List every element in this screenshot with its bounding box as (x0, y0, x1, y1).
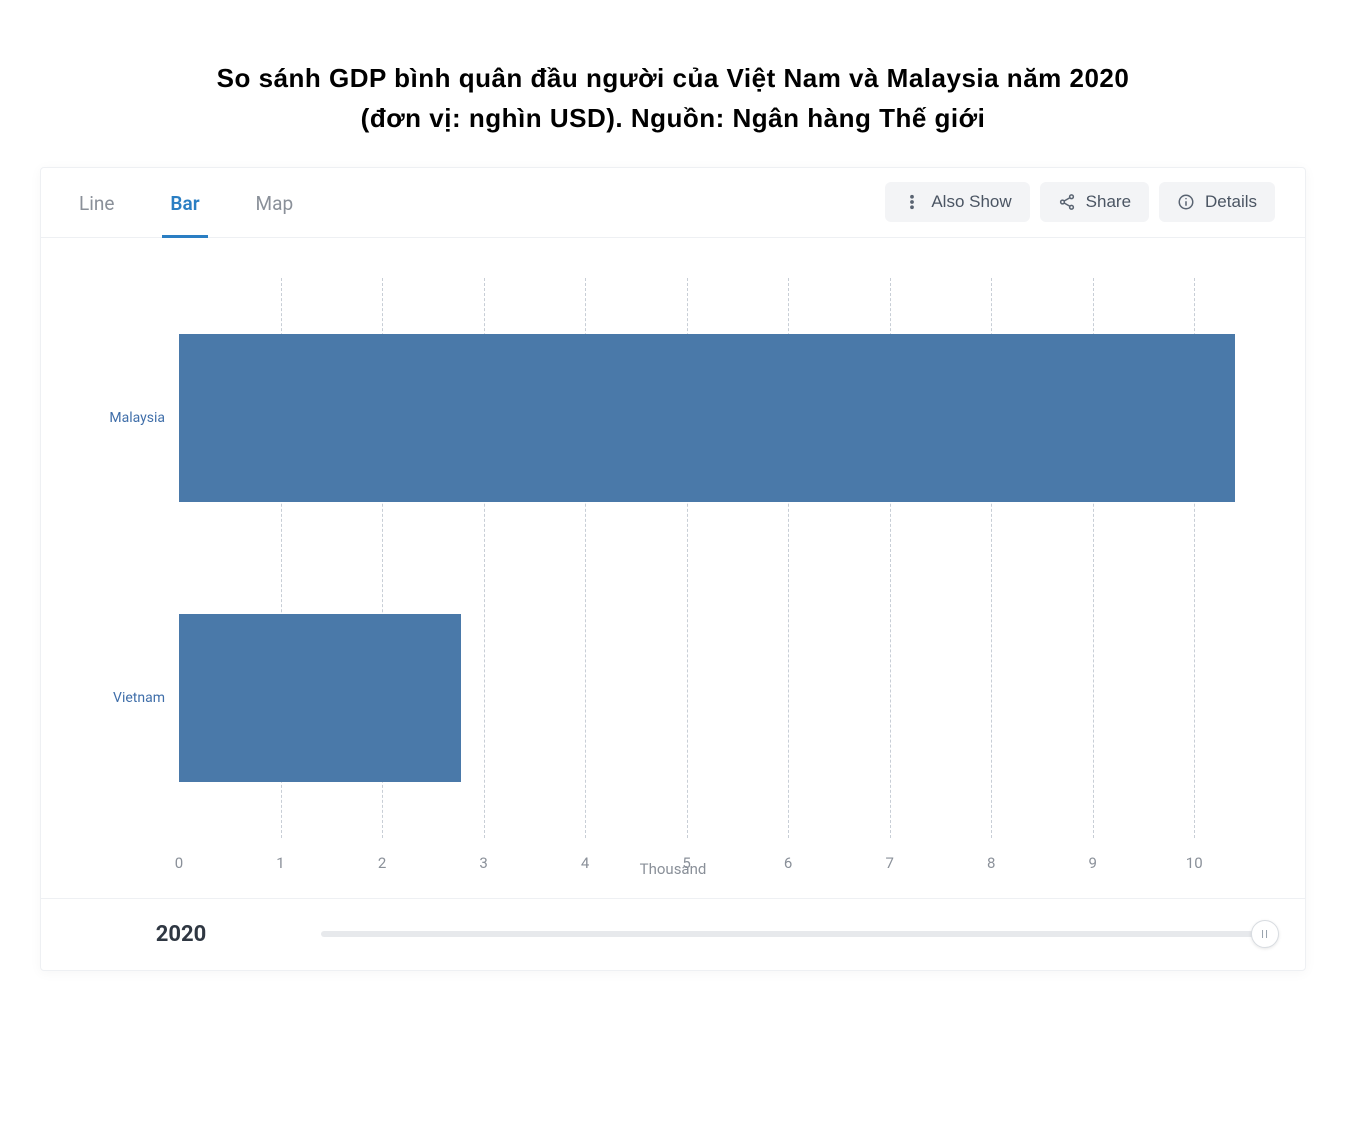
current-year: 2020 (71, 922, 291, 947)
slider-handle[interactable]: II (1251, 920, 1279, 948)
more-vertical-icon (903, 193, 921, 211)
y-category-label: Vietnam (101, 690, 165, 706)
x-tick-label: 6 (784, 854, 792, 872)
chart-panel: Line Bar Map Also Show Share Details 0 1 2… (40, 167, 1306, 971)
title-area: So sánh GDP bình quân đầu người của Việt… (0, 0, 1346, 167)
bar[interactable] (179, 334, 1235, 502)
info-icon (1177, 193, 1195, 211)
tab-line[interactable]: Line (71, 178, 122, 238)
chart-wrap: 0 1 2 3 4 5 6 7 8 9 10 Malaysia Vietnam Thousand (41, 238, 1305, 898)
tab-bar[interactable]: Bar (162, 178, 207, 238)
x-tick-label: 9 (1088, 854, 1096, 872)
year-slider-bar: 2020 II (41, 898, 1305, 970)
x-tick-label: 7 (885, 854, 893, 872)
bar-chart: 012345678910MalaysiaVietnam (101, 278, 1245, 838)
details-label: Details (1205, 192, 1257, 212)
tab-map[interactable]: Map (248, 178, 302, 238)
details-button[interactable]: Details (1159, 182, 1275, 222)
share-icon (1058, 193, 1076, 211)
toolbar: Line Bar Map Also Show Share Details (41, 168, 1305, 238)
page-title-line2: (đơn vị: nghìn USD). Nguồn: Ngân hàng Th… (40, 100, 1306, 136)
x-tick-label: 2 (378, 854, 386, 872)
toolbar-actions: Also Show Share Details (885, 182, 1275, 232)
bar[interactable] (179, 614, 461, 782)
x-tick-label: 3 (479, 854, 487, 872)
also-show-button[interactable]: Also Show (885, 182, 1029, 222)
share-button[interactable]: Share (1040, 182, 1149, 222)
x-tick-label: 10 (1186, 854, 1203, 872)
year-slider[interactable]: II (321, 931, 1265, 937)
page-title-line1: So sánh GDP bình quân đầu người của Việt… (40, 60, 1306, 96)
x-tick-label: 1 (276, 854, 284, 872)
also-show-label: Also Show (931, 192, 1011, 212)
x-tick-label: 0 (175, 854, 183, 872)
chart-type-tabs: Line Bar Map (71, 178, 301, 237)
x-tick-label: 5 (682, 854, 690, 872)
y-category-label: Malaysia (101, 410, 165, 426)
x-tick-label: 8 (987, 854, 995, 872)
x-axis-label: Thousand (101, 860, 1245, 878)
x-tick-label: 4 (581, 854, 589, 872)
share-label: Share (1086, 192, 1131, 212)
